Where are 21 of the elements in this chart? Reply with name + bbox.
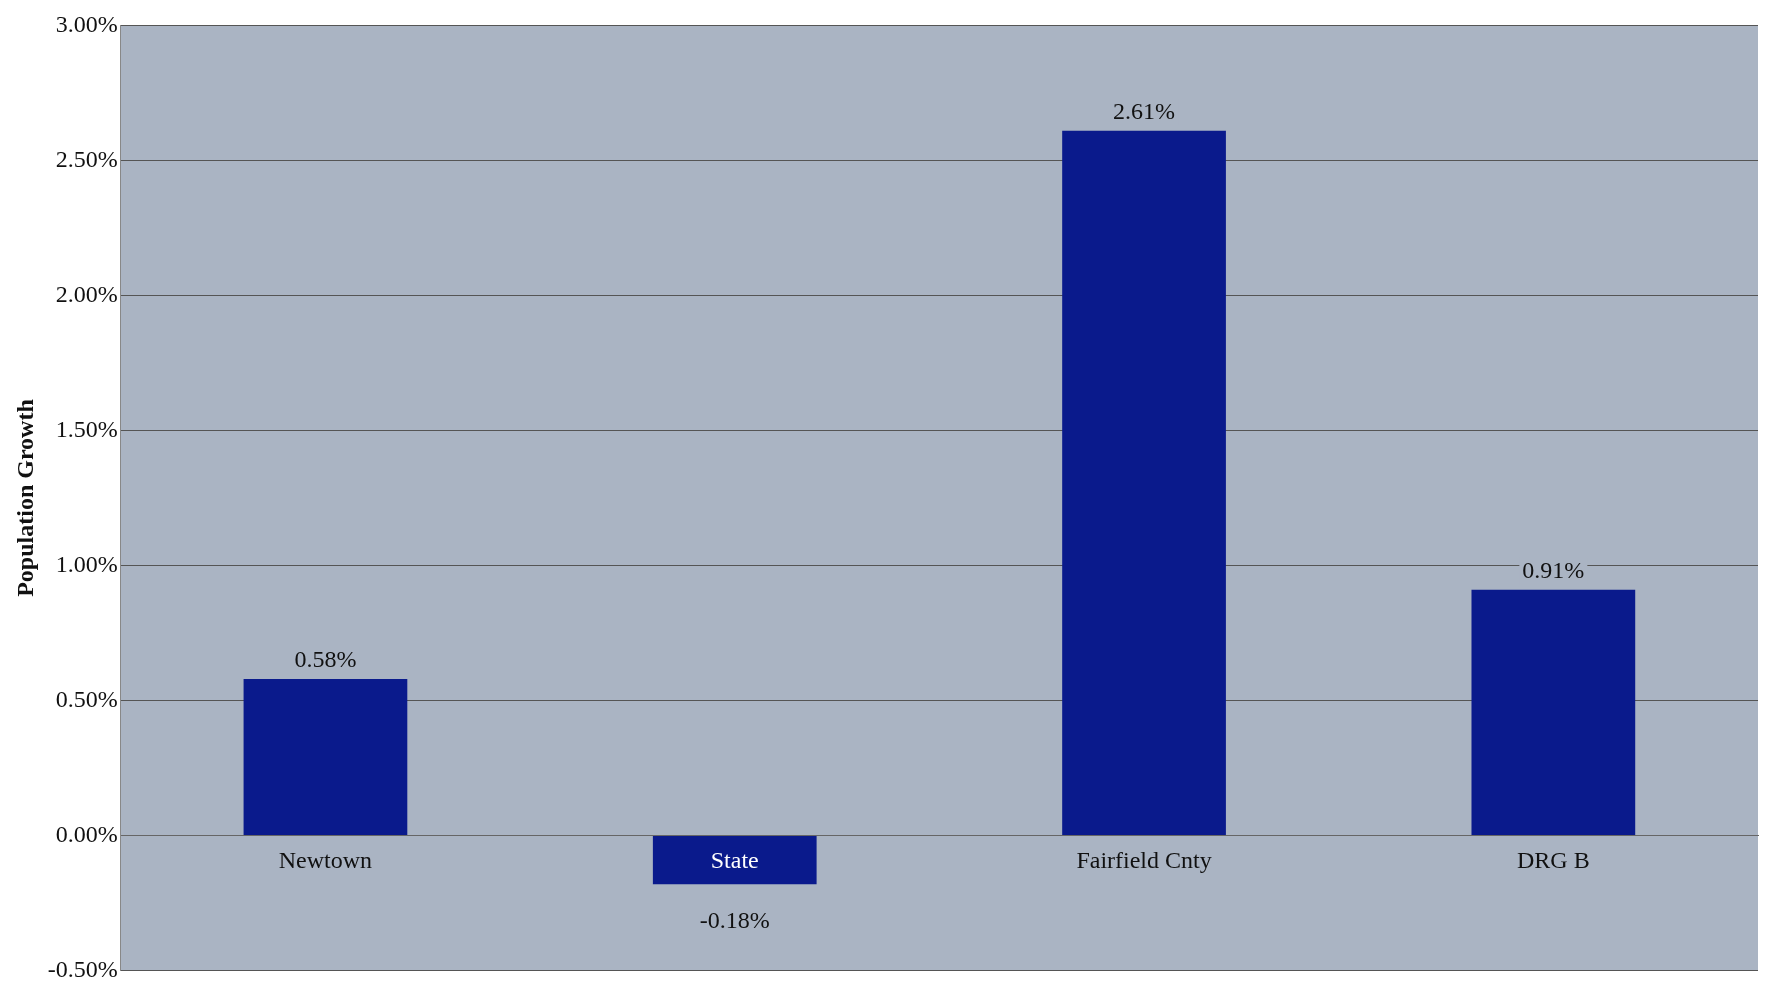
bar — [652, 836, 817, 885]
data-label: 0.58% — [294, 646, 357, 673]
y-tick-label: -0.50% — [47, 955, 118, 982]
y-tick-label: 0.50% — [55, 685, 118, 712]
y-tick-label: 2.50% — [55, 145, 118, 172]
bar — [1062, 130, 1226, 836]
y-tick-label: 1.50% — [55, 415, 118, 442]
y-tick-label: 1.00% — [55, 550, 118, 577]
y-axis-title: Population Growth — [11, 399, 38, 597]
x-tick-label: State — [710, 846, 759, 873]
y-tick-label: 2.00% — [55, 280, 118, 307]
y-tick-label: 3.00% — [55, 10, 118, 37]
data-label: -0.18% — [699, 907, 770, 934]
data-label: 0.91% — [1522, 557, 1585, 584]
data-label: 2.61% — [1113, 98, 1176, 125]
bar — [243, 678, 408, 836]
x-tick-label: DRG B — [1517, 846, 1590, 873]
bar — [1471, 589, 1636, 836]
y-tick-label: 0.00% — [55, 820, 118, 847]
x-tick-label: Fairfield Cnty — [1076, 846, 1212, 873]
x-tick-label: Newtown — [278, 846, 373, 873]
